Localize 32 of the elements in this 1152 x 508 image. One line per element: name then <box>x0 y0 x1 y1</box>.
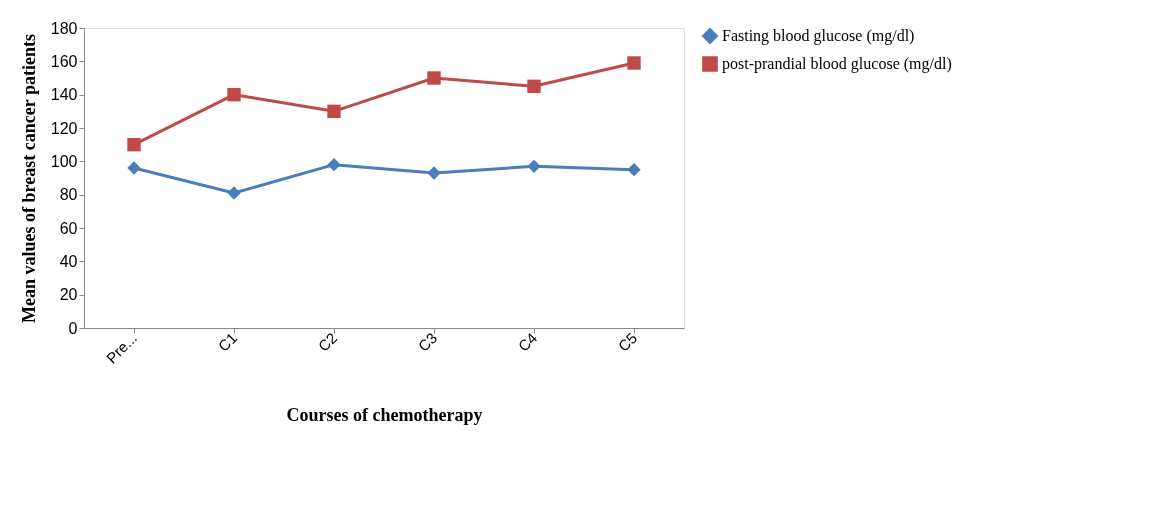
y-tick-label: 140 <box>50 86 78 104</box>
x-tick-label: C5 <box>614 329 641 355</box>
point <box>527 159 541 174</box>
y-tick-label: 100 <box>50 152 78 170</box>
point <box>127 161 141 175</box>
point <box>427 71 441 85</box>
point <box>627 162 641 177</box>
x-axis-title: Courses of chemotherapy <box>286 404 483 425</box>
point <box>427 166 441 180</box>
x-tick-label: C4 <box>514 329 541 355</box>
legend-label: Fasting blood glucose (mg/dl) <box>722 27 915 45</box>
y-tick-label: 180 <box>50 19 78 37</box>
x-tick-label: C1 <box>214 329 241 355</box>
y-tick-label: 160 <box>50 52 78 70</box>
point <box>627 56 641 70</box>
y-tick-label: 120 <box>50 119 78 137</box>
y-tick-label: 0 <box>68 319 78 337</box>
y-tick-label: 80 <box>59 186 78 204</box>
point <box>127 137 141 152</box>
y-tick-label: 40 <box>59 252 78 270</box>
y-tick-label: 20 <box>59 286 78 304</box>
legend-label: post-prandial blood glucose (mg/dl) <box>722 55 952 73</box>
y-tick-label: 60 <box>59 219 78 237</box>
x-tick-label: C3 <box>414 329 441 355</box>
x-tick-label: Pre... <box>102 329 141 367</box>
y-axis-title: Mean values of breast cancer patients <box>18 34 39 323</box>
point <box>327 157 341 172</box>
point <box>227 87 241 102</box>
point <box>227 186 241 200</box>
point <box>527 79 541 94</box>
point <box>327 104 341 119</box>
x-tick-label: C2 <box>314 329 341 355</box>
